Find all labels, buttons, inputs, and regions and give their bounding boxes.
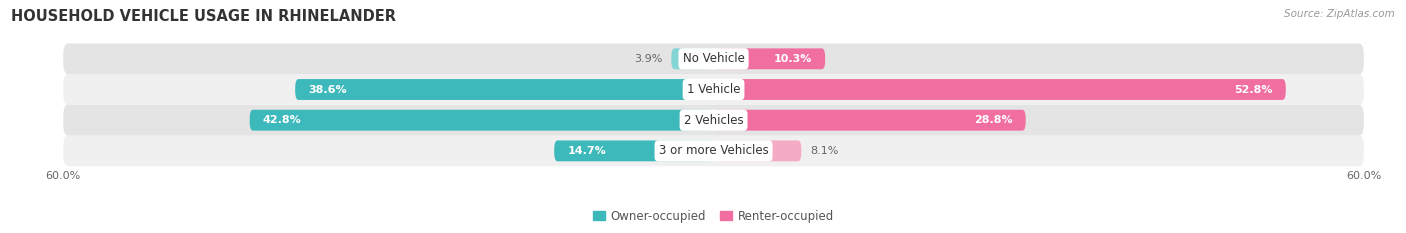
FancyBboxPatch shape xyxy=(295,79,713,100)
FancyBboxPatch shape xyxy=(554,140,713,161)
Text: 52.8%: 52.8% xyxy=(1234,85,1272,95)
FancyBboxPatch shape xyxy=(63,44,1364,74)
Text: 38.6%: 38.6% xyxy=(308,85,347,95)
FancyBboxPatch shape xyxy=(671,48,713,69)
Text: 8.1%: 8.1% xyxy=(810,146,838,156)
Text: Source: ZipAtlas.com: Source: ZipAtlas.com xyxy=(1284,9,1395,19)
FancyBboxPatch shape xyxy=(63,136,1364,166)
Text: 1 Vehicle: 1 Vehicle xyxy=(686,83,741,96)
Text: No Vehicle: No Vehicle xyxy=(682,52,745,65)
Text: 3.9%: 3.9% xyxy=(634,54,662,64)
Text: 10.3%: 10.3% xyxy=(773,54,813,64)
FancyBboxPatch shape xyxy=(63,74,1364,105)
Text: HOUSEHOLD VEHICLE USAGE IN RHINELANDER: HOUSEHOLD VEHICLE USAGE IN RHINELANDER xyxy=(11,9,396,24)
FancyBboxPatch shape xyxy=(250,110,713,131)
Text: 14.7%: 14.7% xyxy=(567,146,606,156)
FancyBboxPatch shape xyxy=(713,140,801,161)
FancyBboxPatch shape xyxy=(713,48,825,69)
Legend: Owner-occupied, Renter-occupied: Owner-occupied, Renter-occupied xyxy=(588,205,839,227)
Text: 42.8%: 42.8% xyxy=(263,115,301,125)
FancyBboxPatch shape xyxy=(713,79,1285,100)
Text: 28.8%: 28.8% xyxy=(974,115,1012,125)
FancyBboxPatch shape xyxy=(713,110,1025,131)
Text: 2 Vehicles: 2 Vehicles xyxy=(683,114,744,127)
Text: 3 or more Vehicles: 3 or more Vehicles xyxy=(658,144,769,157)
FancyBboxPatch shape xyxy=(63,105,1364,136)
